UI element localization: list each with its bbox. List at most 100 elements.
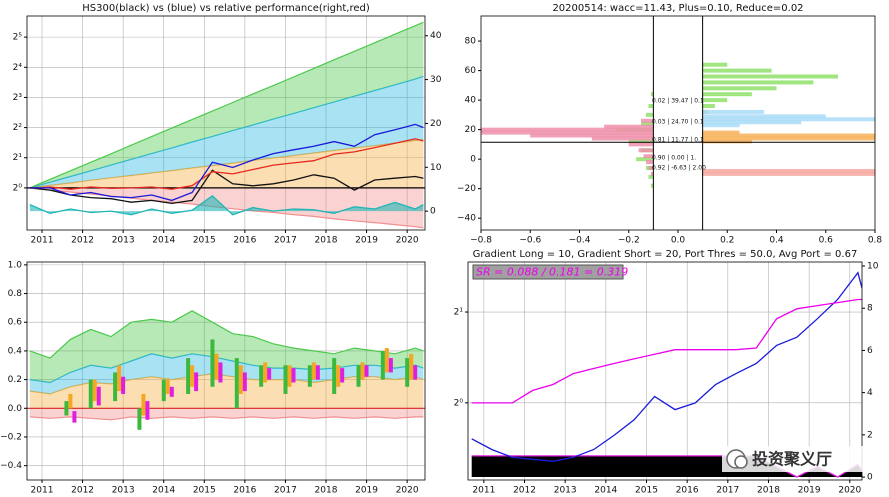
band-fill (29, 353, 424, 394)
range-bar (360, 362, 365, 380)
band-line (29, 187, 424, 229)
x-tick-label: 2018 (757, 486, 780, 496)
annotation: 0.81 | 11.77 | 0.1 (652, 137, 704, 144)
plot-area (27, 262, 425, 480)
y-tick-label: −20 (457, 184, 476, 194)
hist-bar (628, 139, 654, 144)
range-bar (234, 358, 239, 409)
range-bar (194, 372, 199, 392)
y2-tick-label: 0 (430, 207, 436, 217)
range-bar (405, 358, 410, 387)
x-tick-label: 2016 (676, 486, 699, 496)
range-bar (413, 365, 418, 380)
band-fill (29, 373, 424, 409)
range-bar (380, 350, 385, 380)
range-bar (68, 393, 73, 409)
hist-bar (702, 139, 752, 144)
y2-tick-label: 8 (867, 304, 873, 314)
x-tick-label: 2011 (472, 486, 495, 496)
hist-bar (604, 124, 654, 129)
hist-bar (702, 136, 875, 141)
y2-tick-label: 10 (430, 163, 442, 173)
y2-tick-label: 6 (867, 346, 873, 356)
series-line (29, 138, 424, 190)
range-bar (315, 365, 320, 380)
series-line (29, 169, 424, 205)
plot-area (27, 16, 425, 230)
range-bar (364, 365, 369, 377)
y-tick-label: 2¹ (454, 308, 464, 318)
chart-title: Gradient Long = 10, Gradient Short = 20,… (473, 249, 858, 260)
range-bar (307, 365, 312, 387)
x-tick-label: 2016 (233, 486, 256, 496)
range-bar (64, 401, 69, 416)
y-tick-label: 60 (465, 66, 477, 76)
x-tick-label: 2011 (31, 236, 54, 246)
plot-frame (26, 15, 426, 231)
x-tick-label: 2015 (193, 486, 216, 496)
x-tick-label: 2014 (152, 236, 175, 246)
x-tick-label: 2020 (396, 486, 419, 496)
range-bar (332, 358, 337, 394)
hist-bar (702, 133, 875, 138)
x-tick-label: −0.6 (519, 236, 541, 246)
range-bar (190, 365, 195, 387)
range-bar (291, 368, 296, 383)
plot-area: 0.02 | 39.47 | 0.1 0.03 | 24.70 | 0.1 0.81… (481, 16, 875, 230)
x-tick-label: 2020 (838, 486, 861, 496)
x-tick-label: 2013 (554, 486, 577, 496)
x-tick-label: 2014 (152, 486, 175, 496)
y-tick-label: 2³ (13, 93, 23, 103)
hist-bar (591, 136, 654, 141)
x-tick-label: −0.8 (470, 236, 492, 246)
x-tick-label: 0.8 (868, 236, 883, 246)
band-line (29, 310, 424, 359)
x-tick-label: 2019 (798, 486, 821, 496)
hist-bar (648, 104, 654, 109)
x-tick-label: 0.6 (819, 236, 834, 246)
range-bar (218, 362, 223, 383)
range-bar (72, 411, 77, 423)
hist-bar (702, 86, 777, 91)
y-tick-label: 2⁰ (13, 183, 23, 193)
range-bar (165, 379, 170, 394)
y-tick-label: 1.0 (8, 260, 23, 270)
x-tick-label: 2011 (31, 486, 54, 496)
range-bar (384, 348, 389, 373)
x-tick-label: 0.4 (769, 236, 784, 246)
x-tick-label: 0.0 (671, 236, 686, 246)
annotation-box (472, 264, 624, 280)
y-tick-label: 20 (465, 125, 477, 135)
x-tick-label: 2013 (112, 486, 135, 496)
range-bar (186, 358, 191, 394)
hist-bar (645, 160, 654, 165)
x-tick-label: 2013 (112, 236, 135, 246)
chart-title: 20200514: wacc=11.43, Plus=0.10, Reduce=… (552, 3, 803, 14)
y-tick-label: −40 (457, 214, 476, 224)
range-bar (169, 386, 174, 397)
y2-tick-label: 2 (867, 430, 873, 440)
hist-bar (530, 133, 654, 138)
band-line (29, 138, 424, 189)
hist-bar (645, 112, 654, 117)
y2-tick-label: 4 (867, 388, 873, 398)
hist-bar (702, 74, 839, 79)
y2-tick-label: 30 (430, 75, 442, 85)
hist-bar (638, 148, 654, 153)
hist-bar (648, 174, 654, 179)
y-tick-label: 2⁵ (13, 33, 23, 43)
y2-tick-label: 10 (867, 262, 879, 272)
y2-tick-label: 40 (430, 31, 442, 41)
range-bar (117, 365, 122, 392)
series-line (29, 123, 424, 202)
series-line (471, 298, 862, 404)
annotation: 0.02 | 39.47 | 0.1 (652, 98, 704, 105)
range-bar (214, 353, 219, 380)
y-tick-label: 2¹ (13, 153, 23, 163)
range-bar (267, 368, 272, 380)
hist-bar (702, 62, 728, 67)
x-tick-label: 2012 (513, 486, 536, 496)
range-bar (242, 372, 247, 392)
